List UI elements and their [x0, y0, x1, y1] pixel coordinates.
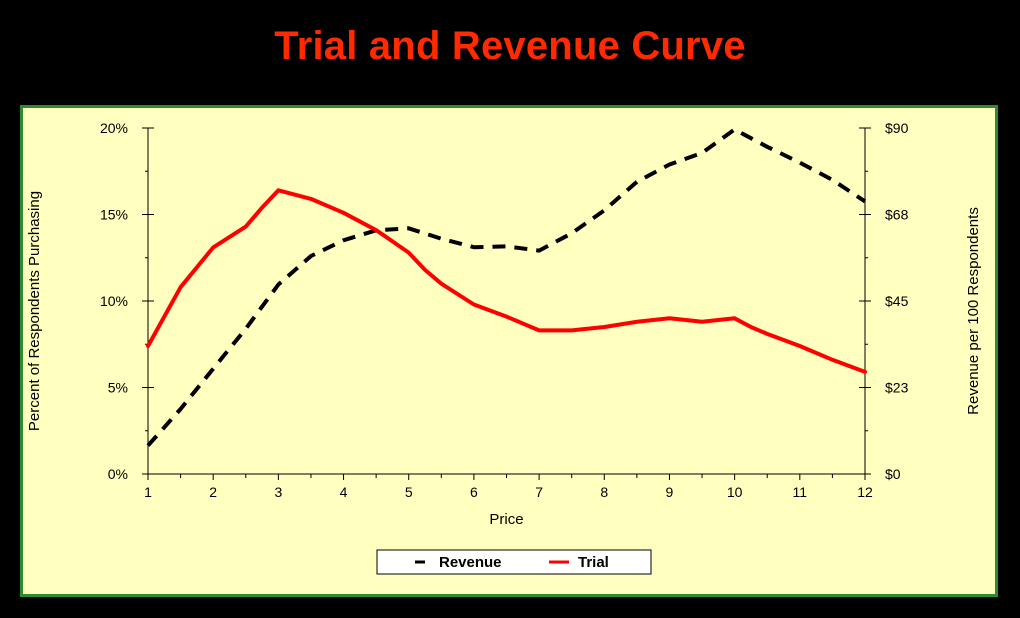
- y-right-tick-label: $0: [885, 466, 901, 482]
- x-tick-label: 8: [600, 484, 608, 500]
- y-left-tick-label: 15%: [100, 207, 128, 223]
- x-tick-label: 6: [470, 484, 478, 500]
- x-tick-label: 9: [666, 484, 674, 500]
- x-tick-label: 7: [535, 484, 543, 500]
- x-tick-label: 11: [793, 484, 808, 500]
- y-right-tick-label: $68: [885, 207, 909, 223]
- legend-trial-label: Trial: [578, 554, 609, 571]
- x-tick-label: 12: [857, 484, 873, 500]
- y-left-tick-label: 5%: [108, 380, 128, 396]
- series-line-trial: [146, 188, 867, 374]
- y-axis-right-label: Revenue per 100 Respondents: [965, 207, 982, 415]
- x-tick-label: 1: [144, 484, 152, 500]
- y-right-tick-label: $90: [885, 120, 909, 136]
- x-tick-label: 4: [340, 484, 348, 500]
- chart-title: Trial and Revenue Curve: [274, 24, 746, 68]
- y-left-tick-label: 0%: [108, 466, 128, 482]
- y-axis-left-label: Percent of Respondents Purchasing: [26, 191, 43, 431]
- y-right-tick-label: $23: [885, 380, 909, 396]
- x-tick-label: 3: [274, 484, 282, 500]
- x-tick-label: 10: [727, 484, 743, 500]
- y-left-tick-label: 20%: [100, 120, 128, 136]
- legend-revenue-label: Revenue: [439, 554, 502, 571]
- plot-panel: 1 2 3 4 5 6 7 8 9 10 11 12 0% 5% 10% 15% 20% $0 $23 $45 $68 $…: [20, 105, 998, 597]
- chart-svg: 1 2 3 4 5 6 7 8 9 10 11 120%5%10%15%20%$0$23$45$68$…: [26, 120, 982, 575]
- y-left-tick-label: 10%: [100, 293, 128, 309]
- x-axis-label: Price: [489, 511, 523, 528]
- series-line-revenue: [146, 127, 867, 447]
- x-tick-label: 2: [209, 484, 217, 500]
- y-right-tick-label: $45: [885, 293, 909, 309]
- x-tick-label: 5: [405, 484, 413, 500]
